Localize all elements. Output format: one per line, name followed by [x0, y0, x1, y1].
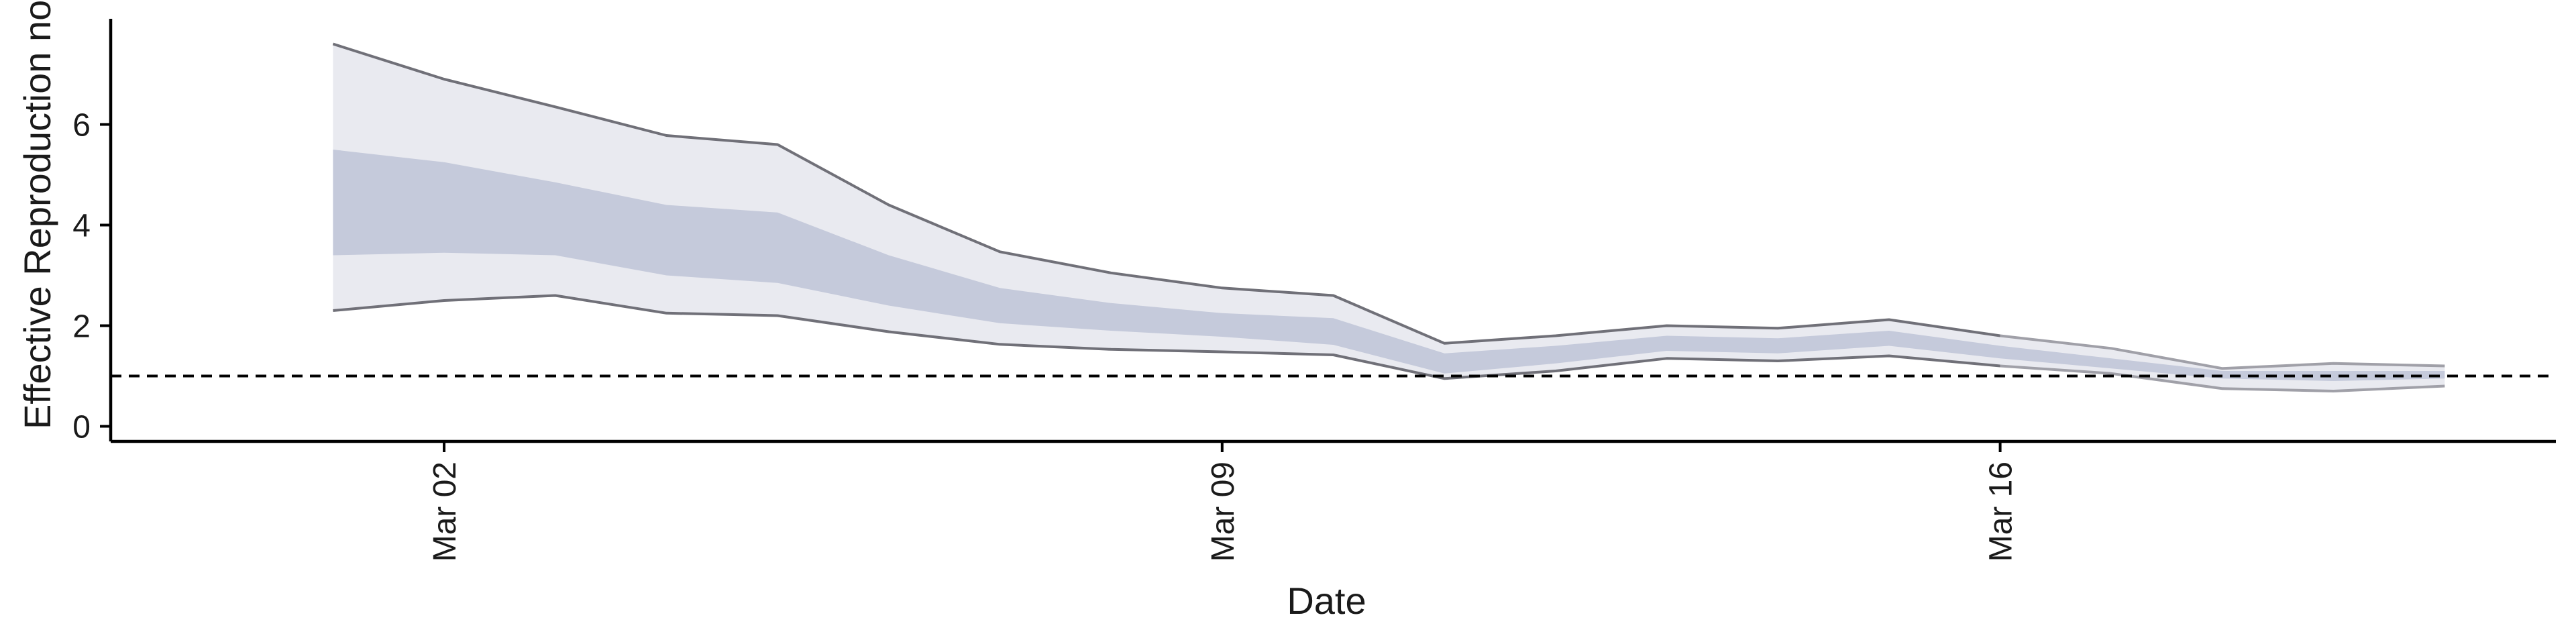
outer-lower-line-recent [2000, 364, 2445, 392]
y-axis-title: Effective Reproduction no. [16, 0, 58, 429]
outer-upper-line-recent [2000, 334, 2445, 370]
plot-area [111, 42, 2556, 392]
outer-upper-line [332, 42, 2000, 345]
x-tick-label: Mar 09 [1205, 462, 1241, 561]
x-tick-label: Mar 16 [1984, 462, 2019, 561]
y-tick-label: 2 [72, 309, 91, 345]
x-tick-label: Mar 02 [427, 462, 463, 561]
x-axis-title: Date [1287, 580, 1366, 622]
outer-credible-band [333, 44, 2445, 391]
inner-credible-band [333, 150, 2445, 381]
bound-lines [332, 42, 2445, 392]
outer-lower-line [333, 294, 2000, 380]
y-tick-label: 0 [72, 410, 91, 445]
y-axis-ticks: 0 2 4 6 [72, 108, 111, 445]
y-tick-label: 6 [72, 108, 91, 144]
x-axis-ticks: Mar 02 Mar 09 Mar 16 [427, 441, 2019, 561]
y-tick-label: 4 [72, 209, 91, 244]
